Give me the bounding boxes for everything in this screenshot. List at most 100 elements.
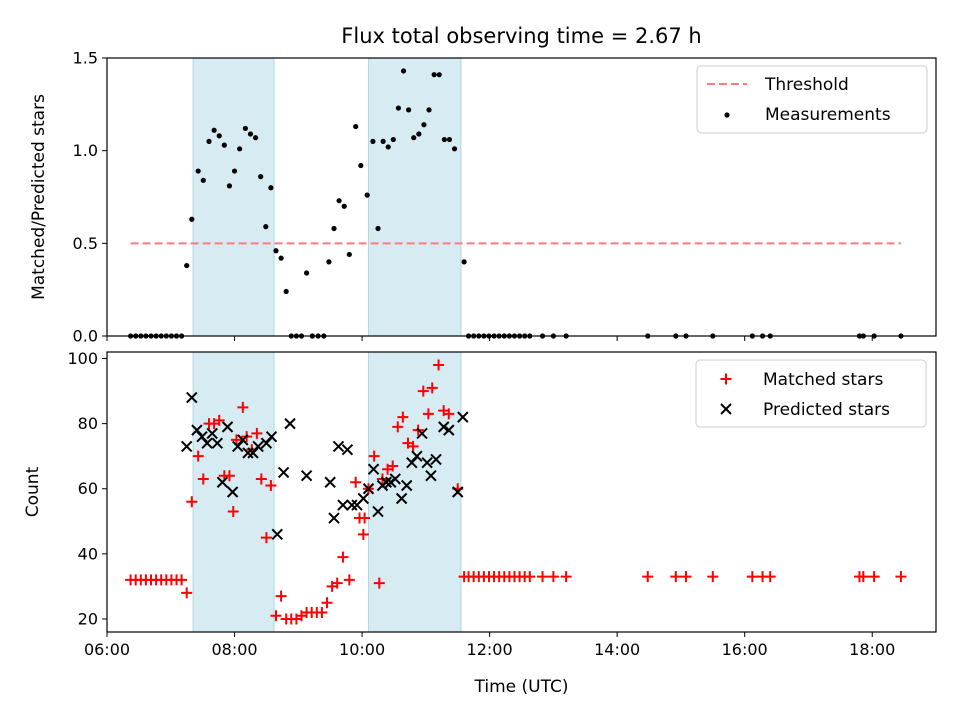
measurement-point bbox=[189, 216, 195, 222]
measurement-point bbox=[263, 224, 269, 230]
measurement-point bbox=[436, 72, 442, 78]
predicted-star-point bbox=[186, 391, 198, 404]
measurement-point bbox=[221, 142, 227, 148]
matched-star-point bbox=[426, 382, 438, 394]
measurement-point bbox=[385, 144, 391, 150]
matched-star-point bbox=[764, 571, 776, 583]
measurement-point bbox=[242, 125, 248, 132]
predicted-star-point bbox=[341, 443, 354, 456]
matched-star-point bbox=[331, 577, 343, 589]
predicted-star-point bbox=[300, 470, 313, 482]
measurement-point bbox=[416, 131, 422, 137]
predicted-star-point bbox=[421, 456, 433, 469]
legend-measurements-swatch bbox=[724, 112, 730, 118]
legend-threshold-label: Threshold bbox=[764, 75, 849, 95]
matched-star-point bbox=[868, 571, 880, 583]
x-tick-label: 08:00 bbox=[211, 640, 257, 659]
predicted-star-point bbox=[226, 486, 239, 498]
shaded-interval bbox=[192, 57, 275, 337]
predicted-star-point bbox=[430, 453, 442, 466]
measurement-point bbox=[461, 259, 467, 265]
predicted-star-point bbox=[372, 505, 384, 518]
measurement-point bbox=[395, 105, 402, 111]
legend-matched-label: Matched stars bbox=[763, 370, 883, 390]
matched-star-point bbox=[213, 414, 225, 426]
y-tick-label: 60 bbox=[78, 479, 98, 498]
matched-star-point bbox=[524, 571, 536, 583]
matched-star-point bbox=[181, 587, 193, 599]
predicted-star-point bbox=[395, 492, 408, 505]
predicted-star-point bbox=[252, 440, 264, 453]
measurement-point bbox=[216, 133, 222, 139]
measurement-point bbox=[426, 107, 432, 113]
measurement-point bbox=[231, 168, 238, 174]
measurement-point bbox=[390, 136, 396, 143]
shaded-interval bbox=[367, 57, 462, 337]
measurement-point bbox=[375, 225, 381, 232]
measurement-point bbox=[184, 262, 190, 269]
measurement-point bbox=[326, 259, 332, 265]
predicted-star-point bbox=[216, 476, 229, 488]
measurement-point bbox=[252, 135, 259, 141]
matched-star-point bbox=[857, 571, 869, 583]
matched-star-point bbox=[547, 571, 559, 583]
matched-star-point bbox=[895, 571, 907, 583]
predicted-star-point bbox=[328, 512, 340, 524]
shaded-interval bbox=[367, 351, 462, 633]
predicted-star-point bbox=[237, 434, 249, 446]
y-axis-label: Matched/Predicted stars bbox=[29, 94, 49, 300]
matched-star-point bbox=[192, 450, 204, 462]
matched-star-point bbox=[357, 528, 369, 540]
measurement-point bbox=[200, 177, 206, 183]
matched-star-point bbox=[560, 571, 572, 583]
matched-star-point bbox=[746, 571, 758, 583]
count-panel: 20 40 60 80 100 06:00 08:00 10:00 12:00 14:00 16:0… bbox=[23, 349, 937, 697]
predicted-star-point bbox=[242, 447, 254, 459]
measurement-point bbox=[400, 68, 407, 74]
matched-star-point bbox=[176, 574, 188, 586]
matched-star-point bbox=[321, 597, 333, 609]
matched-star-point bbox=[343, 574, 355, 586]
predicted-star-point bbox=[211, 437, 224, 449]
legend-measurements-label: Measurements bbox=[765, 105, 891, 125]
legend-box bbox=[695, 359, 927, 428]
matched-star-point bbox=[368, 450, 380, 462]
matched-star-point bbox=[265, 479, 277, 491]
measurement-point bbox=[278, 255, 284, 261]
matched-star-point bbox=[316, 606, 328, 618]
matched-star-point bbox=[397, 411, 409, 423]
legend-predicted-swatch bbox=[720, 403, 732, 415]
predicted-star-point bbox=[380, 476, 393, 488]
matched-star-point bbox=[275, 590, 287, 602]
measurement-point bbox=[303, 270, 310, 276]
y-tick-label: 1.5 bbox=[73, 49, 98, 68]
matched-star-point bbox=[407, 440, 419, 452]
y-tick-label: 0.5 bbox=[73, 234, 98, 253]
predicted-star-point bbox=[362, 483, 375, 495]
predicted-star-point bbox=[206, 427, 218, 440]
measurement-point bbox=[331, 225, 337, 232]
matched-star-point bbox=[670, 571, 682, 583]
predicted-star-point bbox=[277, 466, 290, 479]
y-tick-label: 40 bbox=[78, 544, 98, 563]
matched-star-point bbox=[237, 401, 249, 413]
measurement-point bbox=[451, 146, 458, 152]
predicted-star-point bbox=[443, 424, 455, 436]
measurement-point bbox=[380, 138, 386, 144]
measurement-point bbox=[341, 203, 347, 209]
predicted-star-point bbox=[181, 440, 193, 453]
matched-star-point bbox=[422, 408, 434, 420]
measurement-point bbox=[364, 192, 370, 198]
matched-star-point bbox=[270, 610, 282, 622]
predicted-star-point bbox=[357, 492, 370, 505]
measurement-point bbox=[358, 162, 364, 169]
predicted-star-point bbox=[201, 437, 213, 449]
matched-star-point bbox=[255, 473, 267, 485]
matched-star-point bbox=[359, 512, 371, 524]
x-tick-label: 14:00 bbox=[594, 640, 640, 659]
y-tick-label: 100 bbox=[67, 349, 98, 368]
measurement-point bbox=[237, 146, 243, 152]
matched-star-point bbox=[443, 408, 455, 420]
measurement-point bbox=[258, 174, 264, 180]
